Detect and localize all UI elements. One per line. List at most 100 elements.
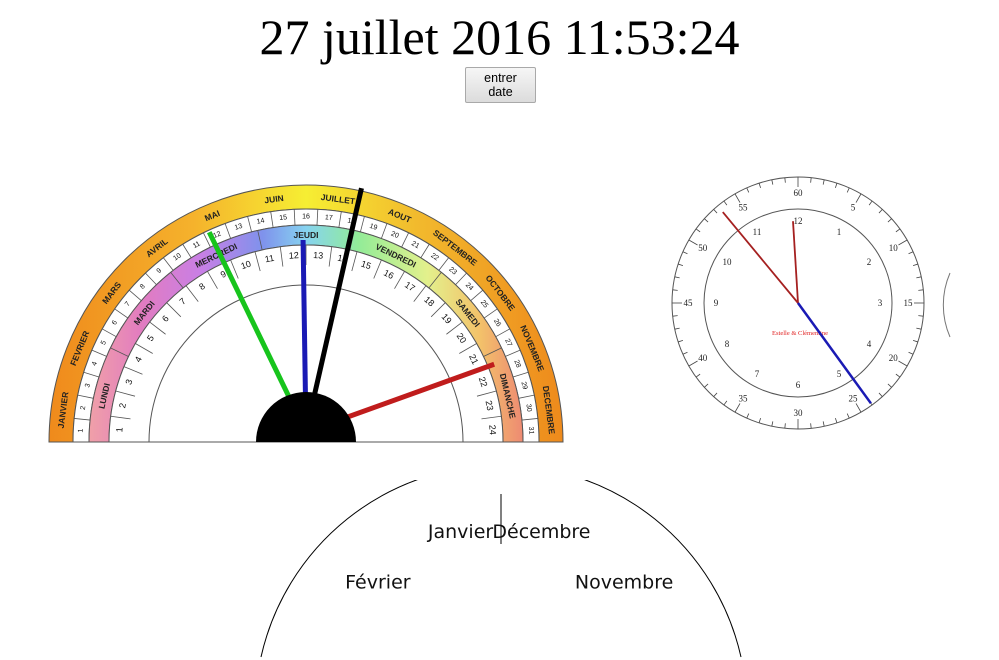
hour-divider <box>413 285 427 302</box>
clock-tick <box>846 413 850 419</box>
clock-tick <box>678 340 684 343</box>
day-of-month-number: 30 <box>524 404 532 413</box>
clock-tick <box>846 187 850 193</box>
clock-minute-number: 35 <box>739 393 749 403</box>
month-dial: Janvier Décembre Février Novembre <box>260 480 742 658</box>
day-of-month-number: 15 <box>279 214 288 222</box>
clock-tick <box>878 392 883 397</box>
day-of-month-number: 11 <box>192 240 202 250</box>
day-of-month-number: 16 <box>302 214 310 221</box>
hour-divider <box>110 415 131 420</box>
hour-divider <box>254 251 261 272</box>
hub-cap <box>256 392 356 442</box>
day-of-month-number: 1 <box>78 428 85 432</box>
hour-divider <box>476 390 497 397</box>
clock-tick <box>784 177 786 183</box>
clock-hour-number: 7 <box>755 369 760 379</box>
day-of-month-divider <box>182 244 192 259</box>
hour-number: 3 <box>123 378 134 386</box>
day-of-month-number: 14 <box>256 217 265 225</box>
clock-tick <box>895 228 901 233</box>
day-of-month-divider <box>495 328 510 338</box>
weekday-label: JEUDI <box>293 230 318 240</box>
hour-number: 22 <box>477 376 490 389</box>
hour-number: 5 <box>145 333 156 343</box>
day-of-month-divider <box>270 211 274 228</box>
day-of-month-divider <box>145 272 157 285</box>
clock-tick <box>674 327 680 330</box>
day-hand <box>206 231 298 411</box>
enter-date-button[interactable]: entrer date <box>465 67 536 103</box>
clock-tick <box>771 421 774 427</box>
day-of-month-number: 27 <box>503 338 513 348</box>
datetime-title: 27 juillet 2016 11:53:24 <box>259 9 740 65</box>
month-dial-label: Décembre <box>492 521 590 543</box>
hour-number: 7 <box>178 296 188 307</box>
clock-tick <box>672 289 678 291</box>
day-of-month-divider <box>74 418 91 421</box>
clock-signature: Estelle & Clémentine <box>772 330 828 337</box>
clock-tick <box>916 276 922 279</box>
clock-tick <box>878 209 883 214</box>
clock-tick <box>758 183 761 189</box>
enter-date-label-line2: date <box>488 85 513 99</box>
clock-tick <box>682 251 688 255</box>
hour-number: 4 <box>133 355 144 364</box>
month-hand <box>309 187 364 409</box>
clock-tick <box>908 351 914 355</box>
enter-date-label-line1: entrer <box>484 71 517 85</box>
day-of-month-divider <box>380 223 388 239</box>
month-dial-label: Novembre <box>575 571 673 593</box>
day-of-month-divider <box>518 394 535 399</box>
day-of-month-divider <box>163 257 174 271</box>
hour-divider <box>149 321 166 335</box>
hour-number: 9 <box>219 269 228 280</box>
clock-tick <box>918 289 924 291</box>
clock-tick <box>822 421 825 427</box>
day-of-month-divider <box>470 289 484 301</box>
clock-tick <box>704 383 709 388</box>
hour-number: 13 <box>313 250 324 261</box>
clock-tick <box>704 218 709 223</box>
hour-hand <box>300 239 309 408</box>
clock-tick <box>895 373 901 378</box>
hour-divider <box>446 321 463 335</box>
clock-tick <box>723 400 728 406</box>
clock-tick <box>713 392 718 397</box>
clock-tick <box>713 209 718 214</box>
day-of-month-divider <box>91 349 107 357</box>
clock-hour-number: 11 <box>753 227 762 237</box>
clock-tick <box>887 383 892 388</box>
minute-hand <box>328 361 496 426</box>
clock-tick <box>746 413 750 419</box>
month-label: JUILLET <box>320 192 356 207</box>
month-dial-label: Février <box>345 571 411 593</box>
clock-tick <box>723 200 728 206</box>
day-of-month-divider <box>438 257 449 271</box>
day-of-month-divider <box>102 328 117 338</box>
hour-number: 11 <box>264 253 275 265</box>
day-of-month-divider <box>338 211 342 228</box>
hour-number: 18 <box>422 294 436 308</box>
clock-hour-number: 6 <box>796 380 801 390</box>
weekday-divider <box>483 347 502 357</box>
clock-hour-number: 12 <box>794 216 803 226</box>
hour-number: 15 <box>360 259 373 272</box>
clock-tick <box>682 351 688 355</box>
month-label: JUIN <box>264 193 285 205</box>
clock-tick <box>734 193 741 203</box>
hour-divider <box>328 246 333 267</box>
weekday-divider <box>428 272 442 289</box>
day-of-month-divider <box>512 371 529 378</box>
clock-tick <box>678 263 684 266</box>
clock-hour-number: 1 <box>837 227 842 237</box>
partial-clock-edge <box>942 272 951 338</box>
clock-tick <box>695 228 701 233</box>
month-dial-labels: Janvier Décembre Février Novembre <box>345 521 673 594</box>
hour-number: 19 <box>440 312 454 326</box>
calendar-hands <box>206 187 496 426</box>
clock-minute-number: 10 <box>889 243 899 253</box>
day-of-month-divider <box>114 308 129 319</box>
